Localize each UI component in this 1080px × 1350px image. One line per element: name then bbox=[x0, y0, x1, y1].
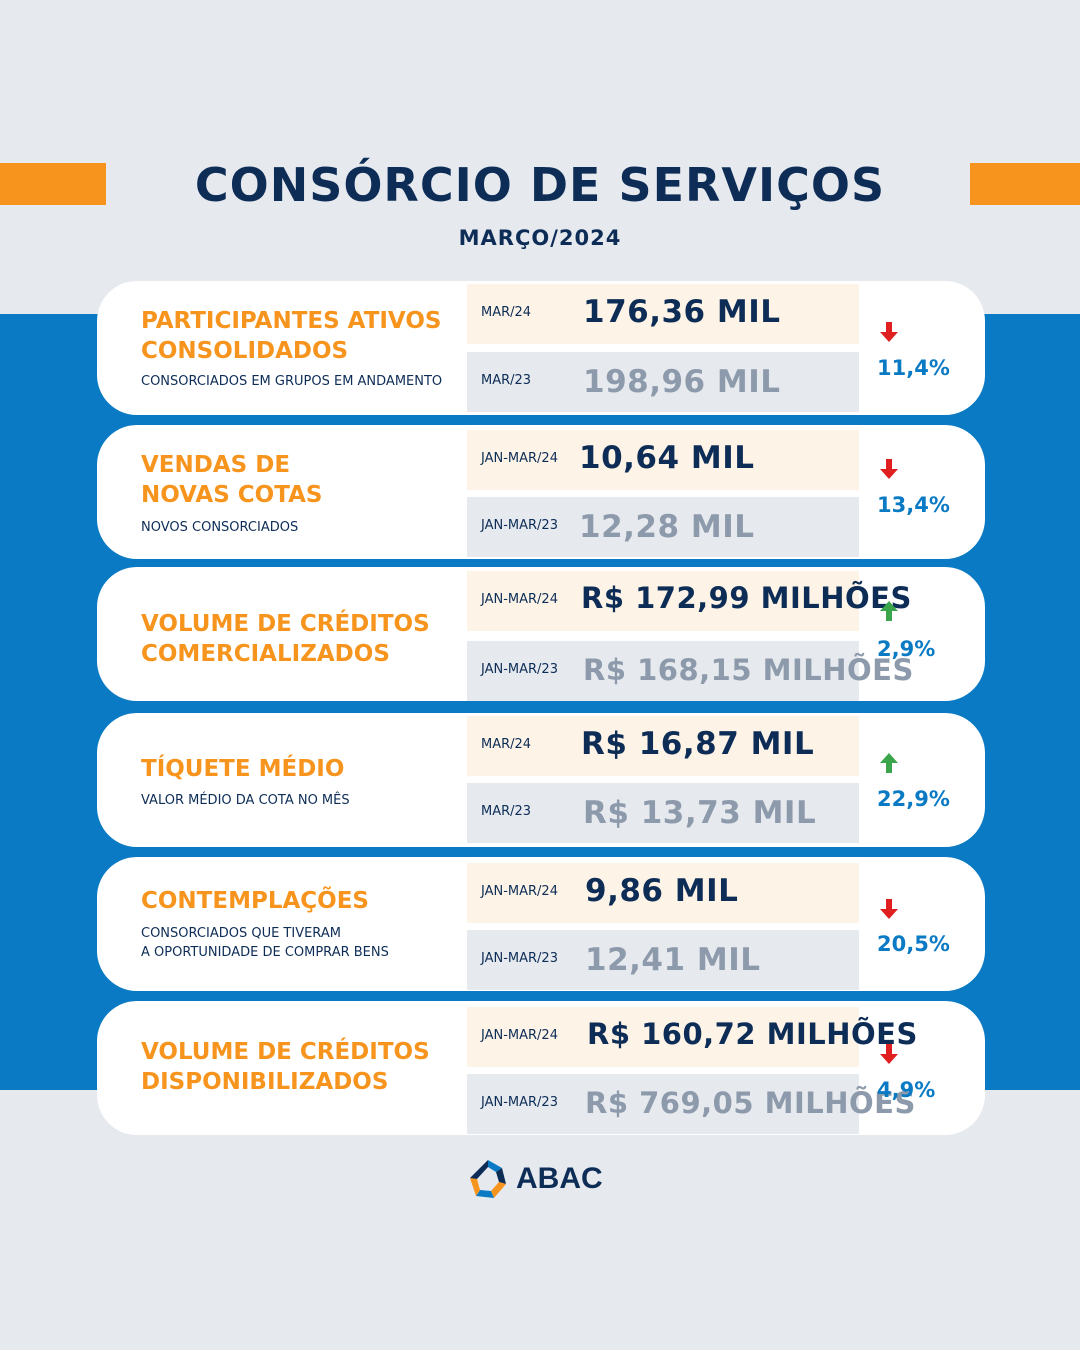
metric-card: VOLUME DE CRÉDITOS DISPONIBILIZADOS JAN-MA… bbox=[97, 1001, 985, 1135]
current-value-cell: JAN-MAR/24 9,86 MIL bbox=[467, 863, 859, 923]
previous-value-cell: MAR/23 R$ 13,73 MIL bbox=[467, 783, 859, 843]
metric-label-line: DISPONIBILIZADOS bbox=[141, 1069, 389, 1095]
metric-label: VENDAS DE NOVAS COTAS bbox=[141, 450, 323, 510]
change-percentage: 22,9% bbox=[877, 787, 950, 811]
previous-value: R$ 168,15 MILHÕES bbox=[583, 653, 914, 687]
arrow-up-icon bbox=[879, 752, 899, 774]
metric-card: PARTICIPANTES ATIVOS CONSOLIDADOS CONSORCI… bbox=[97, 281, 985, 415]
previous-value: R$ 769,05 MILHÕES bbox=[585, 1086, 916, 1120]
metric-description: VALOR MÉDIO DA COTA NO MÊS bbox=[141, 791, 350, 810]
previous-value: 12,41 MIL bbox=[585, 942, 761, 978]
metric-label-line: VOLUME DE CRÉDITOS bbox=[141, 1039, 430, 1065]
previous-value: 12,28 MIL bbox=[579, 509, 755, 545]
current-value: R$ 160,72 MILHÕES bbox=[587, 1017, 918, 1051]
previous-value-cell: JAN-MAR/23 R$ 769,05 MILHÕES bbox=[467, 1074, 915, 1134]
metric-description-line: CONSORCIADOS EM GRUPOS EM ANDAMENTO bbox=[141, 374, 443, 389]
previous-period: MAR/23 bbox=[481, 804, 532, 819]
orange-accent-bar-left bbox=[0, 163, 106, 205]
current-period: JAN-MAR/24 bbox=[481, 592, 558, 607]
previous-period: JAN-MAR/23 bbox=[481, 662, 558, 677]
current-value: 10,64 MIL bbox=[579, 440, 755, 476]
current-period: JAN-MAR/24 bbox=[481, 451, 558, 466]
current-period: JAN-MAR/24 bbox=[481, 884, 558, 899]
current-value-cell: MAR/24 176,36 MIL bbox=[467, 284, 859, 344]
current-period: MAR/24 bbox=[481, 737, 532, 752]
arrow-up-icon bbox=[879, 600, 899, 622]
current-value: 9,86 MIL bbox=[585, 873, 739, 909]
previous-period: JAN-MAR/23 bbox=[481, 518, 558, 533]
metric-label: TÍQUETE MÉDIO bbox=[141, 754, 344, 784]
metric-card: TÍQUETE MÉDIO VALOR MÉDIO DA COTA NO MÊS M… bbox=[97, 713, 985, 847]
metric-description-line: A OPORTUNIDADE DE COMPRAR BENS bbox=[141, 945, 389, 960]
metric-label-line: VENDAS DE bbox=[141, 452, 291, 478]
previous-value-cell: JAN-MAR/23 12,28 MIL bbox=[467, 497, 859, 557]
metric-label: VOLUME DE CRÉDITOS DISPONIBILIZADOS bbox=[141, 1037, 430, 1097]
metric-card: VENDAS DE NOVAS COTAS NOVOS CONSORCIADOS JA… bbox=[97, 425, 985, 559]
previous-period: MAR/23 bbox=[481, 373, 532, 388]
abac-logo-icon bbox=[470, 1160, 506, 1198]
metric-label: VOLUME DE CRÉDITOS COMERCIALIZADOS bbox=[141, 609, 430, 669]
metric-description: CONSORCIADOS EM GRUPOS EM ANDAMENTO bbox=[141, 372, 442, 391]
metric-label-line: TÍQUETE MÉDIO bbox=[141, 756, 345, 782]
change-percentage: 2,9% bbox=[877, 637, 936, 661]
current-value-cell: MAR/24 R$ 16,87 MIL bbox=[467, 716, 859, 776]
abac-logo-text: ABAC bbox=[516, 1162, 603, 1195]
metric-card: CONTEMPLAÇÕES CONSORCIADOS QUE TIVERAM A O… bbox=[97, 857, 985, 991]
metric-description: NOVOS CONSORCIADOS bbox=[141, 518, 298, 537]
previous-value-cell: MAR/23 198,96 MIL bbox=[467, 352, 859, 412]
current-value: 176,36 MIL bbox=[583, 294, 781, 330]
change-percentage: 20,5% bbox=[877, 932, 950, 956]
metric-label-line: COMERCIALIZADOS bbox=[141, 641, 390, 667]
change-percentage: 11,4% bbox=[877, 356, 950, 380]
metric-label: PARTICIPANTES ATIVOS CONSOLIDADOS bbox=[141, 306, 441, 366]
arrow-down-icon bbox=[879, 458, 899, 480]
metric-description-line: VALOR MÉDIO DA COTA NO MÊS bbox=[141, 793, 350, 808]
metric-description-line: NOVOS CONSORCIADOS bbox=[141, 520, 299, 535]
metric-label-line: CONSOLIDADOS bbox=[141, 338, 349, 364]
current-period: JAN-MAR/24 bbox=[481, 1028, 558, 1043]
current-value-cell: JAN-MAR/24 10,64 MIL bbox=[467, 430, 859, 490]
orange-accent-bar-right bbox=[970, 163, 1080, 205]
page-title: CONSÓRCIO DE SERVIÇOS bbox=[194, 158, 886, 212]
metric-description: CONSORCIADOS QUE TIVERAM A OPORTUNIDADE D… bbox=[141, 924, 389, 962]
previous-value: R$ 13,73 MIL bbox=[583, 795, 817, 831]
metric-label-line: CONTEMPLAÇÕES bbox=[141, 888, 369, 914]
current-period: MAR/24 bbox=[481, 305, 532, 320]
previous-period: JAN-MAR/23 bbox=[481, 951, 558, 966]
metric-card: VOLUME DE CRÉDITOS COMERCIALIZADOS JAN-MAR… bbox=[97, 567, 985, 701]
metric-label-line: VOLUME DE CRÉDITOS bbox=[141, 611, 430, 637]
current-value: R$ 16,87 MIL bbox=[581, 726, 815, 762]
metric-label-line: PARTICIPANTES ATIVOS bbox=[141, 308, 442, 334]
current-value-cell: JAN-MAR/24 R$ 172,99 MILHÕES bbox=[467, 571, 911, 631]
previous-period: JAN-MAR/23 bbox=[481, 1095, 558, 1110]
page-subtitle: MARÇO/2024 bbox=[458, 226, 622, 250]
previous-value-cell: JAN-MAR/23 R$ 168,15 MILHÕES bbox=[467, 641, 913, 701]
arrow-down-icon bbox=[879, 321, 899, 343]
metric-description-line: CONSORCIADOS QUE TIVERAM bbox=[141, 926, 341, 941]
current-value-cell: JAN-MAR/24 R$ 160,72 MILHÕES bbox=[467, 1007, 917, 1067]
previous-value-cell: JAN-MAR/23 12,41 MIL bbox=[467, 930, 859, 990]
current-value: R$ 172,99 MILHÕES bbox=[581, 581, 912, 615]
arrow-down-icon bbox=[879, 1043, 899, 1065]
change-percentage: 4,9% bbox=[877, 1078, 936, 1102]
change-percentage: 13,4% bbox=[877, 493, 950, 517]
arrow-down-icon bbox=[879, 898, 899, 920]
previous-value: 198,96 MIL bbox=[583, 364, 781, 400]
metric-label: CONTEMPLAÇÕES bbox=[141, 886, 369, 916]
metric-label-line: NOVAS COTAS bbox=[141, 482, 323, 508]
